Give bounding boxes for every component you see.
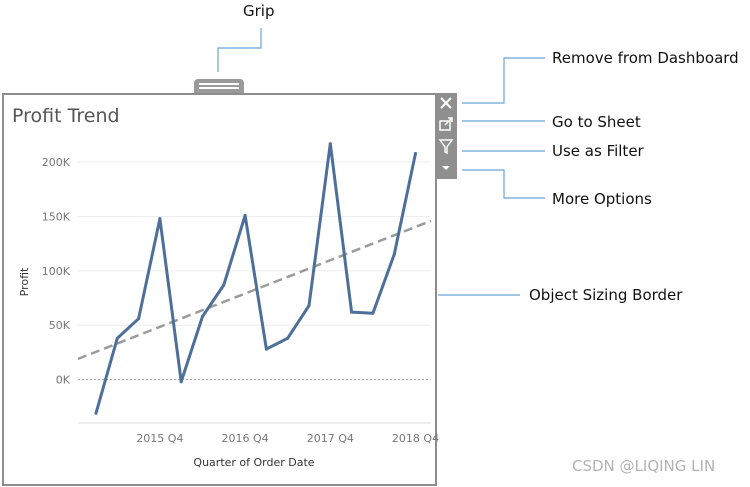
data-point	[243, 213, 247, 217]
remove-from-dashboard-callout-label: Remove from Dashboard	[552, 49, 739, 67]
data-point	[350, 310, 354, 314]
y-tick-label: 100K	[42, 265, 71, 278]
profit-series-line	[94, 142, 417, 415]
data-point	[179, 380, 183, 384]
grip-line-top	[199, 83, 239, 85]
y-tick-label: 0K	[56, 374, 71, 387]
more-options-callout-label: More Options	[552, 190, 652, 208]
caret-down-icon	[442, 166, 450, 170]
x-tick-label: 2017 Q4	[307, 432, 354, 445]
grip-callout-label: Grip	[243, 2, 275, 20]
y-tick-label: 150K	[42, 211, 71, 224]
y-axis-label: Profit	[18, 267, 31, 296]
data-point	[414, 151, 417, 155]
trend-line	[77, 219, 432, 361]
y-tick-label: 50K	[49, 319, 71, 332]
data-point	[222, 283, 226, 287]
close-icon	[440, 97, 452, 109]
go-to-sheet-callout-label: Go to Sheet	[552, 113, 641, 131]
data-point	[328, 142, 332, 146]
watermark: CSDN @LIQING LIN	[572, 457, 716, 475]
use-as-filter-button[interactable]	[435, 136, 457, 157]
use-as-filter-callout-label: Use as Filter	[552, 142, 644, 160]
data-point	[307, 304, 311, 308]
sheet-title: Profit Trend	[12, 105, 120, 127]
x-tick-label: 2018 Q4	[392, 432, 439, 445]
data-point	[115, 336, 119, 340]
sheet-toolbar	[435, 93, 457, 179]
more-options-button[interactable]	[435, 157, 457, 178]
x-tick-label: 2016 Q4	[222, 432, 269, 445]
x-tick-label: 2015 Q4	[136, 432, 183, 445]
data-point	[264, 347, 268, 351]
go-to-sheet-button[interactable]	[435, 114, 457, 135]
remove-from-dashboard-button[interactable]	[435, 93, 457, 114]
data-point	[286, 336, 290, 340]
data-point	[201, 314, 204, 318]
data-point	[158, 217, 162, 221]
data-point	[137, 317, 141, 321]
x-axis-label: Quarter of Order Date	[193, 456, 314, 469]
data-point	[94, 411, 98, 415]
object-sizing-border-callout-label: Object Sizing Border	[529, 286, 683, 304]
external-link-icon	[439, 117, 453, 131]
data-point	[371, 311, 375, 315]
grip-handle[interactable]	[194, 79, 244, 94]
grip-line-bottom	[199, 87, 239, 89]
data-point	[392, 253, 396, 257]
filter-icon	[438, 139, 454, 155]
y-tick-label: 200K	[42, 156, 71, 169]
